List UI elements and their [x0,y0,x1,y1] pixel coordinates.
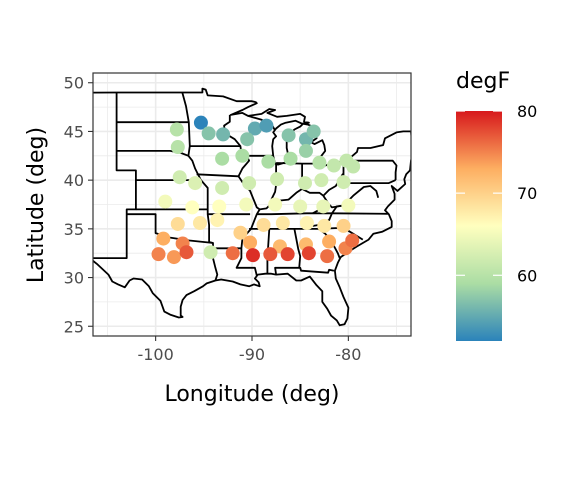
station-point [172,170,187,185]
y-tick-label: 50 [64,74,84,93]
station-point [192,216,207,231]
station-point [215,180,230,195]
us-outline [93,87,411,327]
station-point [256,217,271,232]
x-tick-label: -80 [335,345,361,364]
station-point [270,172,285,187]
state-border [181,92,219,281]
station-point [215,151,230,166]
station-point [156,231,171,246]
station-point [201,126,216,141]
station-point [179,245,194,260]
station-point [268,197,283,212]
station-point [158,194,173,209]
station-point [317,218,332,233]
station-point [225,246,240,261]
station-point [235,148,250,163]
station-point [336,175,351,190]
y-tick-label: 35 [64,220,84,239]
color-legend: degF 60 70 80 [456,69,537,341]
station-point [293,199,308,214]
station-point [306,124,321,139]
station-point [341,198,356,213]
state-border [331,204,344,214]
station-point [316,199,331,214]
station-point [259,118,274,133]
station-point [169,122,184,137]
station-point [166,250,181,265]
station-point [193,115,208,130]
station-point [281,128,296,143]
legend-tick-label: 80 [517,102,537,121]
station-point [345,233,360,248]
station-point [320,249,335,264]
station-point [312,155,327,170]
state-border [299,267,335,274]
y-tick-label: 25 [64,317,84,336]
station-point [314,173,329,188]
station-point [240,132,255,147]
station-point [243,235,258,250]
station-point [263,247,278,262]
legend-tick-label: 70 [517,184,537,203]
station-point [151,247,166,262]
station-point [188,176,203,191]
y-tick-label: 45 [64,122,84,141]
station-point [261,154,276,169]
y-tick-label: 30 [64,269,84,288]
station-point [298,143,313,158]
station-point [336,218,351,233]
x-tick-label: -90 [239,345,265,364]
station-point [170,140,185,155]
x-axis-title: Longitude (deg) [164,382,339,407]
station-point [245,248,260,263]
legend-title: degF [456,69,510,94]
station-point [283,151,298,166]
y-axis-title: Latitude (deg) [24,127,49,283]
station-point [216,127,231,142]
station-point [242,176,257,191]
station-point [210,213,225,228]
station-point [239,197,254,212]
station-point [170,216,185,231]
legend-colorbar [456,111,502,341]
legend-tick-label: 60 [517,266,537,285]
y-axis-ticks: 25 30 35 40 45 50 [64,74,93,336]
station-point [212,199,227,214]
station-point [185,200,200,215]
station-point [203,245,218,260]
state-border [322,173,344,197]
state-border [256,212,388,216]
y-tick-label: 40 [64,171,84,190]
x-axis-ticks: -100 -90 -80 [137,336,361,364]
legend-ticks: 60 70 80 [456,102,537,285]
station-point [299,216,314,231]
station-point [322,234,337,249]
station-point [247,121,262,136]
station-point [280,247,295,262]
state-border [274,228,302,275]
station-point [275,216,290,231]
station-point [346,159,361,174]
station-point [298,176,312,191]
station-point [233,225,248,240]
station-point [326,158,341,173]
station-points [151,115,361,265]
station-point [301,246,316,261]
state-border [350,159,398,181]
x-tick-label: -100 [137,345,173,364]
state-border [276,162,316,165]
state-border [196,173,239,178]
